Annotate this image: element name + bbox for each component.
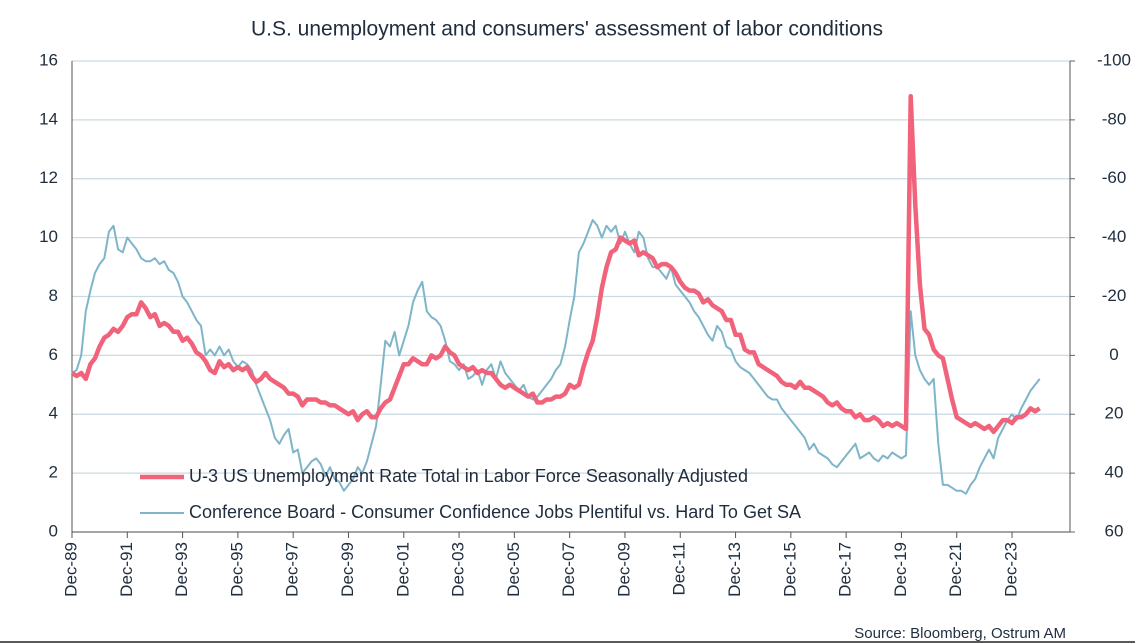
y2-tick-label: -100	[1097, 50, 1131, 69]
y-tick-label: 8	[49, 286, 58, 305]
y2-tick-label: -60	[1102, 168, 1127, 187]
series-line	[71, 219, 1041, 495]
y-tick-label: 2	[49, 463, 58, 482]
source-note: Source: Bloomberg, Ostrum AM	[854, 625, 1066, 642]
y2-tick-label: -40	[1102, 227, 1127, 246]
x-tick-label: Dec-97	[283, 542, 302, 597]
y2-tick-label: 60	[1105, 521, 1124, 540]
x-tick-label: Dec-93	[172, 542, 191, 597]
series-line	[70, 94, 1041, 435]
y-tick-label: 4	[49, 404, 58, 423]
x-tick-label: Dec-01	[393, 542, 412, 597]
y-tick-label: 14	[39, 109, 58, 128]
x-tick-label: Dec-95	[227, 542, 246, 597]
y2-tick-label: 40	[1105, 463, 1124, 482]
x-tick-label: Dec-89	[61, 542, 80, 597]
x-tick-label: Dec-07	[559, 542, 578, 597]
y2-tick-label: 20	[1105, 404, 1124, 423]
legend-label: Conference Board - Consumer Confidence J…	[189, 502, 801, 522]
x-tick-label: Dec-05	[504, 542, 523, 597]
y-tick-label: 10	[39, 227, 58, 246]
legend-label: U-3 US Unemployment Rate Total in Labor …	[189, 466, 748, 486]
x-tick-label: Dec-03	[449, 542, 468, 597]
y-tick-label: 12	[39, 168, 58, 187]
x-tick-label: Dec-15	[780, 542, 799, 597]
y2-tick-label: -80	[1102, 109, 1127, 128]
y2-tick-label: -20	[1102, 286, 1127, 305]
y-tick-label: 16	[39, 50, 58, 69]
chart-title: U.S. unemployment and consumers' assessm…	[251, 18, 883, 41]
x-tick-label: Dec-19	[891, 542, 910, 597]
x-tick-label: Dec-13	[725, 542, 744, 597]
x-tick-label: Dec-11	[670, 542, 689, 596]
x-tick-label: Dec-17	[836, 542, 855, 597]
x-tick-label: Dec-99	[338, 542, 357, 597]
y2-tick-label: 0	[1109, 345, 1118, 364]
x-tick-label: Dec-91	[117, 542, 136, 597]
x-tick-label: Dec-21	[946, 542, 965, 597]
x-tick-label: Dec-23	[1002, 542, 1021, 597]
y-tick-label: 0	[49, 521, 58, 540]
x-tick-label: Dec-09	[614, 542, 633, 597]
y-tick-label: 6	[49, 345, 58, 364]
